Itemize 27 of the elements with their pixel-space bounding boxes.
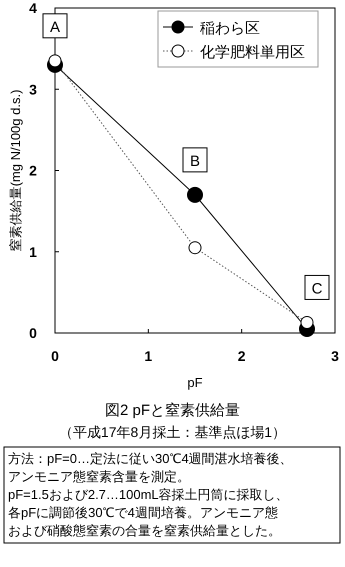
x-tick-label: 1 bbox=[144, 348, 152, 364]
y-tick-label: 2 bbox=[29, 162, 38, 178]
legend-label: 稲わら区 bbox=[200, 20, 260, 37]
text: および硝酸態窒素の合量を窒素供給量とした。 bbox=[8, 523, 281, 538]
point bbox=[188, 241, 202, 254]
text: アンモニア態窒素含量を測定。 bbox=[8, 469, 190, 484]
annotation: B bbox=[190, 152, 200, 170]
text: 図2 pFと窒素供給量 bbox=[104, 402, 240, 419]
text: 各pFに調節後30℃で4週間培養。アンモニア態 bbox=[8, 505, 278, 520]
x-tick-label: 0 bbox=[51, 348, 60, 364]
point bbox=[48, 54, 62, 68]
y-tick-label: 0 bbox=[29, 325, 38, 341]
annotation: A bbox=[50, 18, 60, 36]
x-tick-label: 3 bbox=[331, 348, 340, 364]
text: pF=1.5および2.7…100mL容採土円筒に採取し、 bbox=[8, 487, 289, 502]
text: 方法：pF=0…定法に従い30℃4週間湛水培養後、 bbox=[8, 451, 293, 466]
y-tick-label: 3 bbox=[29, 81, 38, 98]
point bbox=[300, 316, 314, 329]
annotation: C bbox=[312, 280, 323, 298]
y-axis-title: 窒素供給量(mg N/100g d.s.) bbox=[8, 90, 23, 252]
legend-label: 化学肥料単用区 bbox=[200, 44, 305, 61]
x-tick-label: 2 bbox=[238, 348, 246, 364]
text: （平成17年8月採土：基準点ほ場1） bbox=[58, 424, 286, 440]
y-tick-label: 1 bbox=[29, 244, 38, 260]
point bbox=[187, 186, 203, 203]
y-tick-label: 4 bbox=[29, 0, 38, 16]
x-axis-title: pF bbox=[187, 375, 203, 390]
